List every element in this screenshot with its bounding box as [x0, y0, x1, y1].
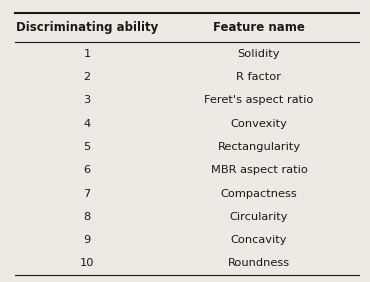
Text: Rectangularity: Rectangularity — [218, 142, 300, 152]
Text: 10: 10 — [80, 258, 94, 268]
Text: 9: 9 — [83, 235, 91, 245]
Text: 4: 4 — [83, 119, 91, 129]
Text: Discriminating ability: Discriminating ability — [16, 21, 158, 34]
Text: 1: 1 — [83, 49, 91, 59]
Text: Feature name: Feature name — [213, 21, 305, 34]
Text: Solidity: Solidity — [238, 49, 280, 59]
Text: 6: 6 — [83, 165, 91, 175]
Text: 2: 2 — [83, 72, 91, 82]
Text: Convexity: Convexity — [231, 119, 287, 129]
Text: MBR aspect ratio: MBR aspect ratio — [211, 165, 307, 175]
Text: 7: 7 — [83, 189, 91, 199]
Text: 8: 8 — [83, 212, 91, 222]
Text: 3: 3 — [83, 96, 91, 105]
Text: R factor: R factor — [236, 72, 282, 82]
Text: Roundness: Roundness — [228, 258, 290, 268]
Text: Concavity: Concavity — [231, 235, 287, 245]
Text: 5: 5 — [83, 142, 91, 152]
Text: Compactness: Compactness — [221, 189, 297, 199]
Text: Circularity: Circularity — [230, 212, 288, 222]
Text: Feret's aspect ratio: Feret's aspect ratio — [204, 96, 314, 105]
